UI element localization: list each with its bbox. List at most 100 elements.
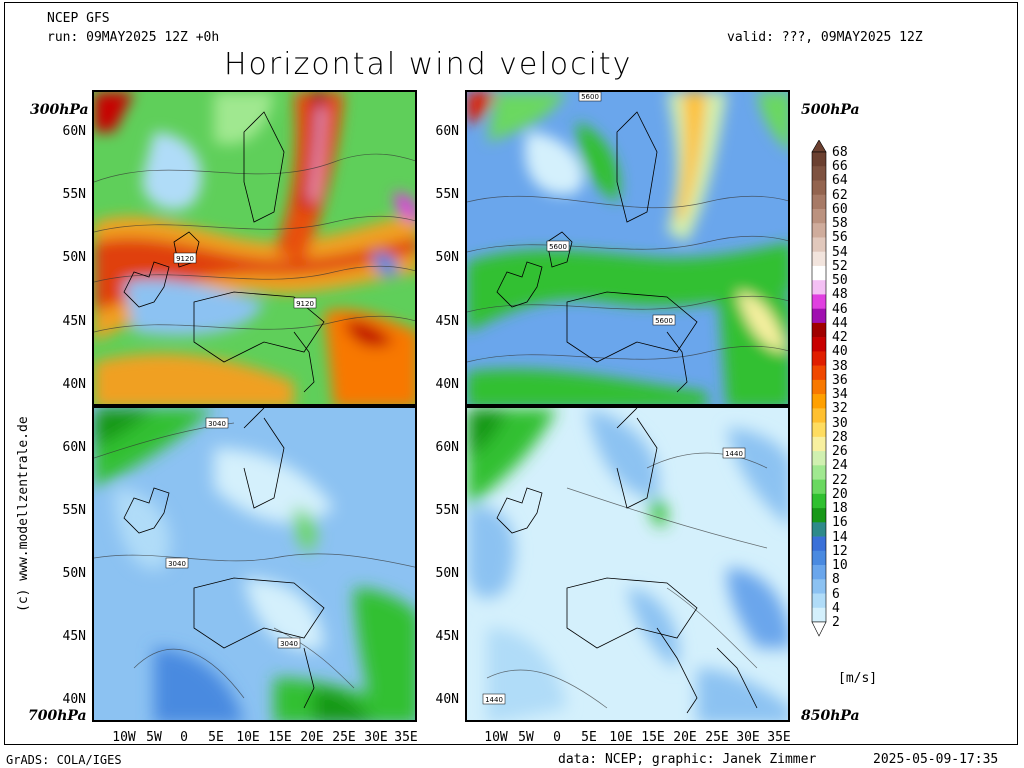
level-label-500: 500hPa	[801, 102, 860, 118]
plot-frame	[4, 2, 1018, 745]
colorbar-tick-label: 10	[832, 558, 848, 574]
lat-label-left: 45N	[62, 314, 86, 329]
colorbar-swatch	[812, 436, 826, 452]
colorbar-swatch	[812, 365, 826, 381]
run-info: run: 09MAY2025 12Z +0h	[47, 30, 220, 45]
contour-label: 3040	[168, 560, 186, 568]
colorbar-tick-label: 30	[832, 415, 848, 431]
colorbar-tick-label: 24	[832, 458, 848, 474]
colorbar-tick-label: 32	[832, 401, 848, 417]
colorbar-tick-label: 62	[832, 187, 848, 203]
colorbar-swatch	[812, 194, 826, 210]
lat-label-mid: 50N	[435, 250, 459, 265]
colorbar-swatch	[812, 166, 826, 181]
model-name: NCEP GFS	[47, 11, 110, 26]
colorbar-tick-label: 48	[832, 287, 848, 303]
map-panel-500hpa: 5600 5600 5600	[465, 90, 790, 406]
contour-label: 9120	[176, 255, 194, 263]
contour-label: 3040	[280, 640, 298, 648]
contour-label: 1440	[485, 696, 503, 704]
colorbar-tick-label: 34	[832, 387, 848, 403]
colorbar-swatch	[812, 180, 826, 196]
colorbar-swatch	[812, 408, 826, 423]
colorbar-tick-label: 26	[832, 444, 848, 460]
lon-label: 30E	[736, 730, 760, 745]
colorbar-tick-label: 60	[832, 201, 848, 217]
lon-label: 35E	[394, 730, 418, 745]
lat-label-left: 40N	[62, 692, 86, 707]
colorbar	[811, 140, 827, 637]
colorbar-tick-label: 42	[832, 330, 848, 346]
colorbar-swatch	[812, 579, 826, 594]
lat-label-left: 45N	[62, 629, 86, 644]
lon-label: 30E	[364, 730, 388, 745]
colorbar-swatch	[812, 379, 826, 395]
colorbar-swatch	[812, 337, 826, 352]
colorbar-swatch	[812, 251, 826, 267]
colorbar-tick-label: 40	[832, 344, 848, 360]
footer-credit: data: NCEP; graphic: Janek Zimmer	[558, 752, 817, 767]
colorbar-tick-label: 36	[832, 372, 848, 388]
lon-label: 25E	[332, 730, 356, 745]
contour-label: 9120	[296, 300, 314, 308]
lon-label: 5E	[581, 730, 597, 745]
lat-label-left: 60N	[62, 440, 86, 455]
colorbar-tick-label: 6	[832, 586, 840, 602]
lon-label: 10E	[609, 730, 633, 745]
lon-label: 0	[180, 730, 188, 745]
colorbar-swatch	[812, 422, 826, 438]
colorbar-swatch	[812, 593, 826, 609]
contour-label: 5600	[581, 93, 599, 101]
colorbar-tick-label: 52	[832, 258, 848, 274]
credit-text: (c) www.modellzentrale.de	[16, 416, 31, 612]
colorbar-swatch	[812, 536, 826, 552]
colorbar-swatch	[812, 607, 826, 623]
colorbar-tick-label: 54	[832, 244, 848, 260]
colorbar-tick-label: 64	[832, 173, 848, 189]
colorbar-tick-label: 44	[832, 315, 848, 331]
colorbar-swatch	[812, 522, 826, 537]
colorbar-tick-label: 56	[832, 230, 848, 246]
colorbar-swatch	[812, 351, 826, 366]
lat-label-left: 50N	[62, 566, 86, 581]
lat-label-left: 55N	[62, 187, 86, 202]
colorbar-swatch	[812, 237, 826, 252]
valid-info: valid: ???, 09MAY2025 12Z	[727, 30, 923, 45]
lat-label-mid: 60N	[435, 440, 459, 455]
lon-label: 20E	[300, 730, 324, 745]
colorbar-tick-label: 66	[832, 159, 848, 175]
lat-label-mid: 45N	[435, 314, 459, 329]
lon-label: 35E	[767, 730, 791, 745]
colorbar-tick-label: 12	[832, 543, 848, 559]
lat-label-left: 60N	[62, 124, 86, 139]
footer-grads: GrADS: COLA/IGES	[6, 753, 122, 767]
map-panel-300hpa: 9120 9120	[92, 90, 417, 406]
colorbar-swatch	[812, 294, 826, 309]
lon-label: 15E	[268, 730, 292, 745]
colorbar-swatch	[812, 493, 826, 509]
colorbar-tick-label: 58	[832, 216, 848, 232]
colorbar-tick-label: 22	[832, 472, 848, 488]
level-label-700: 700hPa	[28, 708, 87, 724]
lat-label-mid: 45N	[435, 629, 459, 644]
colorbar-swatch	[812, 265, 826, 281]
colorbar-swatch	[812, 223, 826, 238]
colorbar-swatch	[812, 322, 826, 338]
lat-label-mid: 55N	[435, 503, 459, 518]
colorbar-swatch	[812, 565, 826, 580]
lat-label-mid: 50N	[435, 566, 459, 581]
lon-label: 0	[553, 730, 561, 745]
colorbar-swatch	[812, 550, 826, 566]
lon-label: 10W	[484, 730, 508, 745]
colorbar-swatch	[812, 508, 826, 523]
colorbar-tick-label: 16	[832, 515, 848, 531]
colorbar-arrow-top	[811, 140, 827, 153]
lat-label-mid: 40N	[435, 692, 459, 707]
level-label-850: 850hPa	[801, 708, 860, 724]
colorbar-tick-label: 46	[832, 301, 848, 317]
unit-label: [m/s]	[838, 671, 878, 686]
colorbar-swatch	[812, 280, 826, 295]
colorbar-swatch	[812, 208, 826, 224]
lat-label-mid: 40N	[435, 377, 459, 392]
map-panel-700hpa: 3040 3040 3040	[92, 406, 417, 722]
